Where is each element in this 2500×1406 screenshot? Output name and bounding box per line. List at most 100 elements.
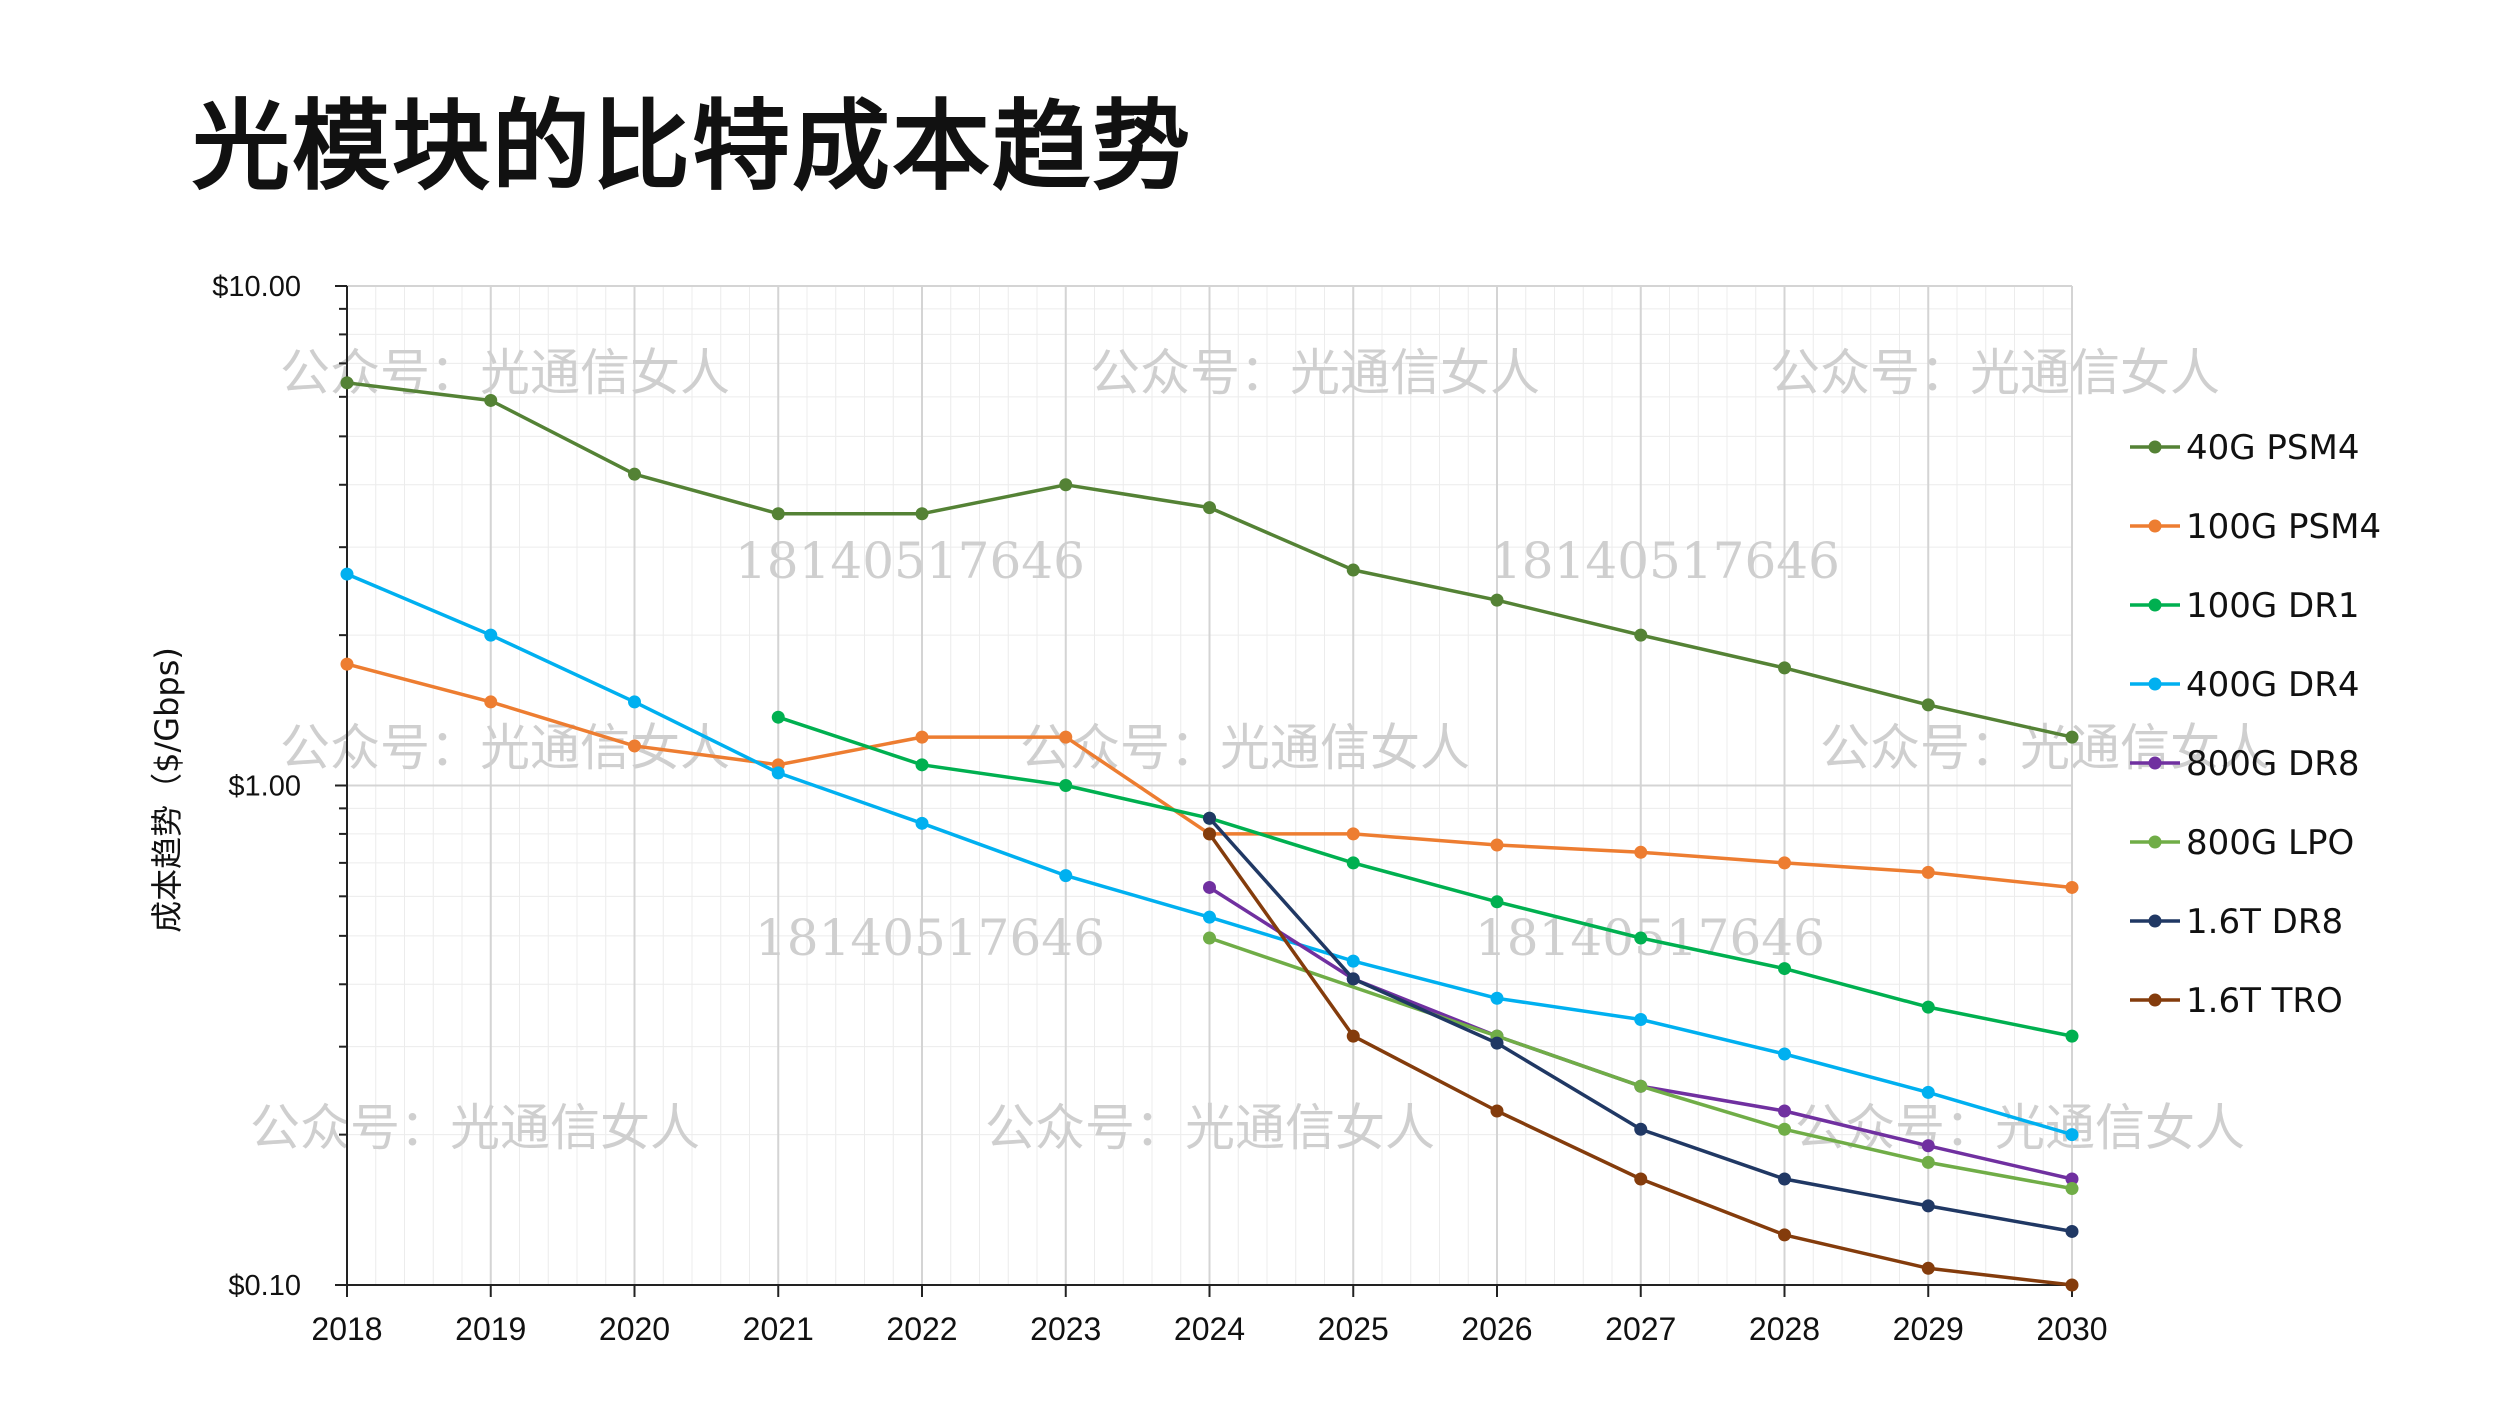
data-point: [1634, 1079, 1648, 1093]
data-point: [1490, 593, 1504, 607]
data-point: [1490, 838, 1504, 852]
legend-item: 400G DR4: [2130, 665, 2360, 705]
data-point: [1203, 827, 1216, 841]
legend-label: 100G DR1: [2186, 586, 2360, 626]
data-point: [2065, 1029, 2079, 1043]
data-point: [1059, 779, 1073, 792]
legend-item: 100G DR1: [2130, 586, 2360, 626]
data-point: [1921, 1085, 1935, 1099]
data-point: [915, 758, 929, 772]
legend-label: 40G PSM4: [2186, 428, 2359, 468]
legend-item: 1.6T DR8: [2130, 902, 2343, 942]
data-point: [1778, 661, 1791, 675]
y-tick-label: $1.00: [228, 771, 301, 803]
data-point: [2065, 1224, 2079, 1238]
x-tick-label: 2023: [1030, 1311, 1101, 1347]
watermark-text: 公众号：光通信女人: [1090, 344, 1540, 402]
data-point: [915, 507, 929, 521]
data-point: [1203, 811, 1216, 825]
x-tick-label: 2024: [1174, 1311, 1245, 1347]
data-point: [1634, 1122, 1648, 1136]
data-point: [2065, 1278, 2079, 1292]
legend-label: 800G DR8: [2186, 744, 2360, 784]
data-point: [628, 695, 641, 709]
data-point: [1778, 1047, 1791, 1061]
watermark-text: 18140517646: [1475, 909, 1825, 967]
data-point: [1346, 1029, 1360, 1043]
series-layer: [340, 376, 2079, 1292]
legend-item: 1.6T TRO: [2130, 981, 2343, 1021]
data-point: [1778, 962, 1791, 976]
legend-item: 800G LPO: [2130, 823, 2354, 863]
data-point: [1921, 1000, 1935, 1014]
data-point: [2065, 1172, 2079, 1186]
watermark-text: 公众号：光通信女人: [1770, 344, 2220, 402]
x-tick-label: 2029: [1893, 1311, 1964, 1347]
data-point: [1346, 856, 1360, 870]
data-point: [1346, 563, 1360, 577]
data-point: [1346, 954, 1360, 968]
y-tick-labels: $10.00 $1.00 $0.10: [212, 271, 301, 1302]
legend-label: 800G LPO: [2186, 823, 2354, 863]
legend-label: 1.6T DR8: [2186, 902, 2343, 942]
data-point: [1921, 1199, 1935, 1213]
data-point: [1490, 991, 1504, 1005]
y-tick-label: $10.00: [212, 271, 301, 303]
data-point: [1059, 478, 1073, 492]
data-point: [1778, 1172, 1791, 1186]
data-point: [1778, 1228, 1791, 1242]
legend-marker: [2148, 835, 2162, 849]
legend-marker: [2148, 598, 2162, 612]
data-point: [2065, 730, 2079, 744]
page-title: 光模块的比特成本趋势: [192, 90, 1193, 204]
data-point: [2065, 1128, 2079, 1142]
data-point: [340, 567, 354, 581]
x-tick-label: 2028: [1749, 1311, 1820, 1347]
series-line: [777, 715, 2073, 1038]
legend-marker: [2148, 440, 2162, 454]
data-point: [1490, 1036, 1504, 1050]
watermark-text: 公众号：光通信女人: [250, 1099, 700, 1157]
data-point: [1634, 1013, 1648, 1027]
legend-label: 1.6T TRO: [2186, 981, 2343, 1021]
data-point: [1059, 730, 1073, 744]
legend-marker: [2148, 519, 2162, 533]
data-point: [1490, 1104, 1504, 1118]
data-point: [1921, 698, 1935, 712]
data-point: [1921, 1261, 1935, 1275]
data-point: [1490, 895, 1504, 909]
legend-item: 40G PSM4: [2130, 428, 2359, 468]
x-tick-label: 2027: [1605, 1311, 1676, 1347]
watermark-text: 公众号：光通信女人: [985, 1099, 1435, 1157]
data-point: [1634, 1172, 1648, 1186]
x-tick-label: 2019: [455, 1311, 526, 1347]
data-point: [1203, 910, 1216, 924]
data-point: [1203, 501, 1216, 515]
data-point: [771, 766, 785, 780]
legend-marker: [2148, 756, 2162, 770]
data-point: [1634, 628, 1648, 642]
data-point: [340, 376, 354, 390]
data-point: [1921, 865, 1935, 879]
legend-marker: [2148, 677, 2162, 691]
watermark-text: 18140517646: [1490, 532, 1840, 590]
x-tick-label: 2018: [311, 1311, 382, 1347]
y-tick-label: $0.10: [228, 1270, 301, 1302]
x-tick-label: 2026: [1461, 1311, 1532, 1347]
y-axis-label: 成本趋势（$/Gbps): [148, 647, 186, 933]
data-point: [1921, 1139, 1935, 1153]
x-tick-label: 2021: [743, 1311, 814, 1347]
data-point: [1203, 880, 1216, 894]
legend-label: 100G PSM4: [2186, 507, 2381, 547]
x-tick-label: 2022: [886, 1311, 957, 1347]
series-400g-dr4: [340, 567, 2079, 1142]
legend-marker: [2148, 993, 2162, 1007]
data-point: [771, 507, 785, 521]
data-point: [1059, 869, 1073, 883]
data-point: [1346, 972, 1360, 986]
watermark-text: 18140517646: [755, 909, 1105, 967]
series-1-6t-tro: [1203, 827, 2079, 1292]
data-point: [1921, 1155, 1935, 1169]
